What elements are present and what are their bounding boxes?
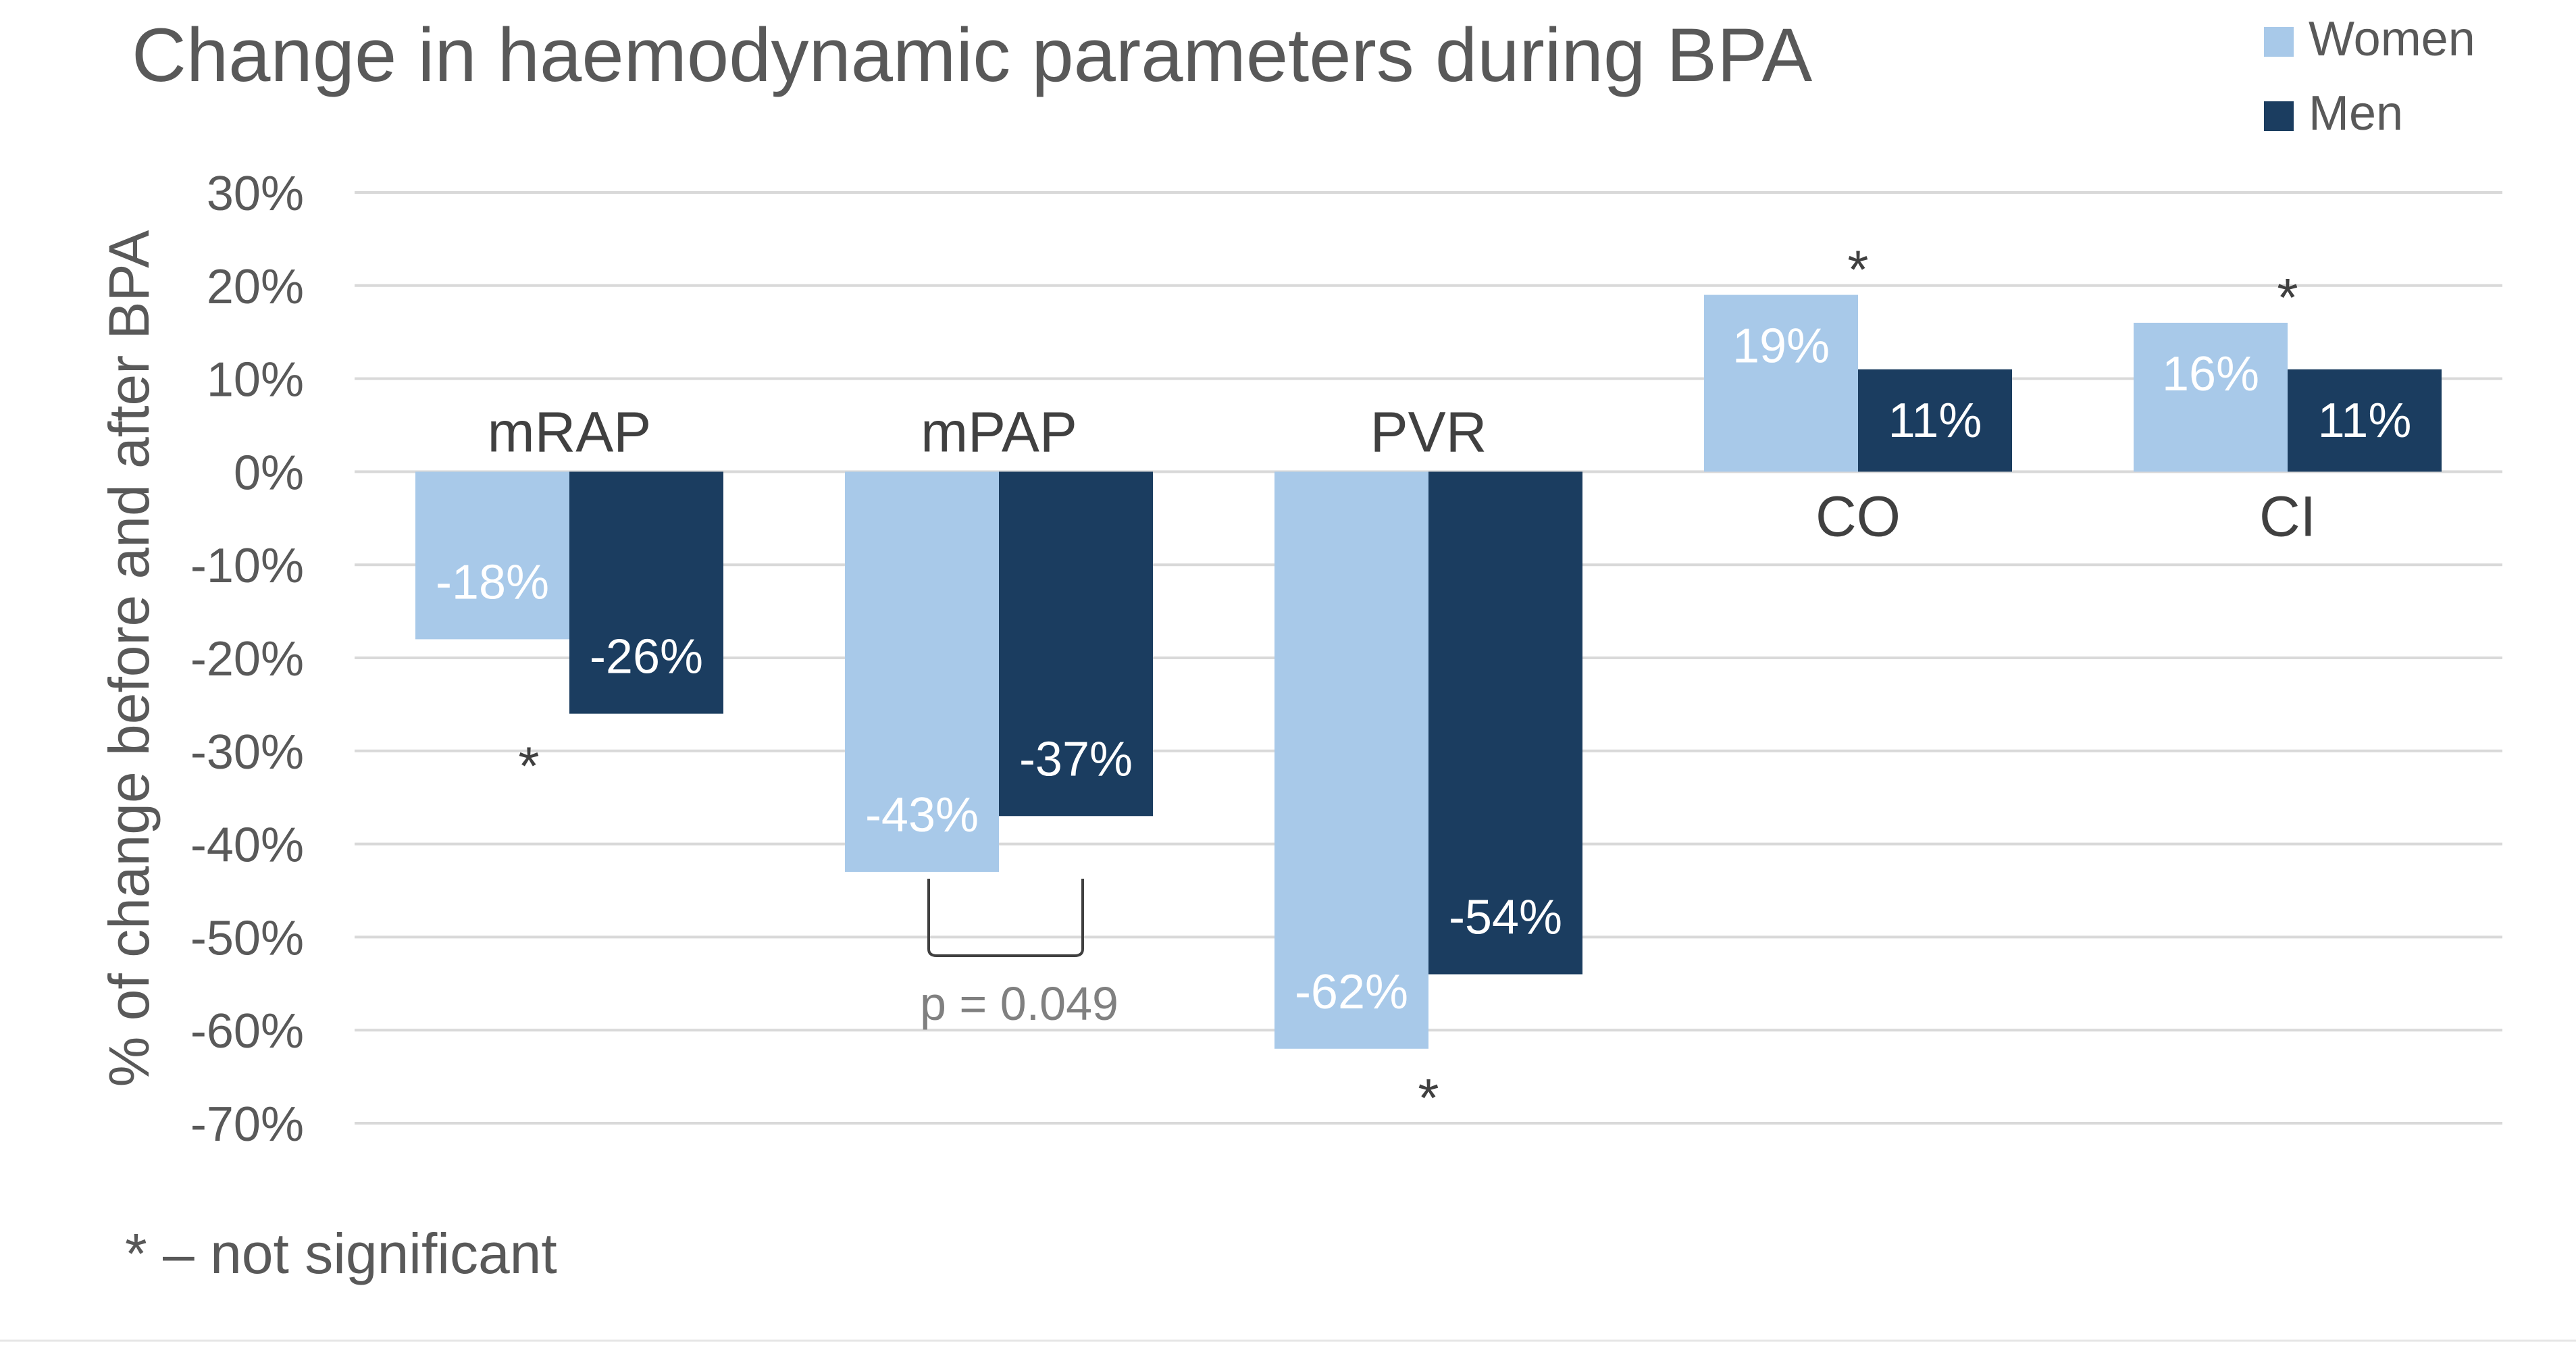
- y-tick-label: 0%: [234, 446, 304, 500]
- category-label: PVR: [1370, 400, 1487, 463]
- bar-mrap-women: [415, 471, 569, 640]
- legend: Women Men: [2264, 12, 2475, 140]
- category-label: CI: [2259, 484, 2316, 548]
- annotations: * * * * p = 0.049: [518, 240, 2298, 1128]
- data-label: -18%: [436, 555, 549, 609]
- data-label: -54%: [1449, 891, 1562, 945]
- y-tick-label: -70%: [190, 1098, 304, 1152]
- data-label: -26%: [590, 630, 703, 684]
- data-label: 11%: [2318, 394, 2412, 448]
- bar-labels: -18% -26% -43% -37% -62% -54% 19% 11% 16% 11%: [436, 319, 2411, 1019]
- asterisk: *: [1418, 1068, 1439, 1128]
- asterisk: *: [1847, 240, 1868, 300]
- bar-mpap-women: [845, 471, 999, 872]
- y-tick-label: -40%: [190, 819, 304, 873]
- data-label: 19%: [1732, 319, 1830, 374]
- bar-ci-men: [2288, 369, 2442, 472]
- y-tick-label: -30%: [190, 725, 304, 779]
- category-labels: mRAP mPAP PVR CO CI: [488, 400, 2316, 548]
- category-label: mRAP: [488, 400, 652, 463]
- y-tick-label: -10%: [190, 539, 304, 593]
- footnote: * – not significant: [125, 1222, 557, 1285]
- pvalue-bracket: [927, 878, 1084, 957]
- y-axis-label: % of change before and after BPA: [97, 230, 161, 1087]
- asterisk: *: [2277, 267, 2298, 328]
- y-axis-ticks: 30% 20% 10% 0% -10% -20% -30% -40% -50% -60% -70%: [190, 167, 304, 1152]
- bar-ci-women: [2134, 322, 2288, 472]
- data-label: 11%: [1888, 394, 1982, 448]
- asterisk: *: [518, 736, 539, 796]
- data-label: 16%: [2162, 347, 2259, 401]
- y-tick-label: -20%: [190, 632, 304, 686]
- bar-mrap-men: [569, 471, 723, 714]
- data-label: -43%: [865, 788, 979, 842]
- data-label: -62%: [1295, 965, 1408, 1019]
- category-label: CO: [1815, 484, 1901, 548]
- bar-pvr-women: [1274, 471, 1428, 1049]
- legend-swatch-men: [2264, 101, 2294, 131]
- y-tick-label: -60%: [190, 1004, 304, 1058]
- data-label: -37%: [1019, 732, 1133, 786]
- legend-label-men: Men: [2309, 86, 2403, 140]
- bar-mpap-men: [999, 471, 1153, 817]
- y-tick-label: 20%: [207, 260, 304, 314]
- legend-swatch-women: [2264, 27, 2294, 57]
- chart-title: Change in haemodynamic parameters during…: [132, 13, 1812, 97]
- y-tick-label: -50%: [190, 911, 304, 965]
- y-tick-label: 10%: [207, 353, 304, 407]
- bar-pvr-men: [1428, 471, 1582, 975]
- y-tick-label: 30%: [207, 167, 304, 221]
- pvalue-label: p = 0.049: [920, 977, 1118, 1030]
- category-label: mPAP: [921, 400, 1077, 463]
- bar-co-men: [1858, 369, 2012, 472]
- bar-co-women: [1704, 294, 1858, 472]
- legend-label-women: Women: [2309, 12, 2475, 66]
- bars: [415, 294, 2442, 1049]
